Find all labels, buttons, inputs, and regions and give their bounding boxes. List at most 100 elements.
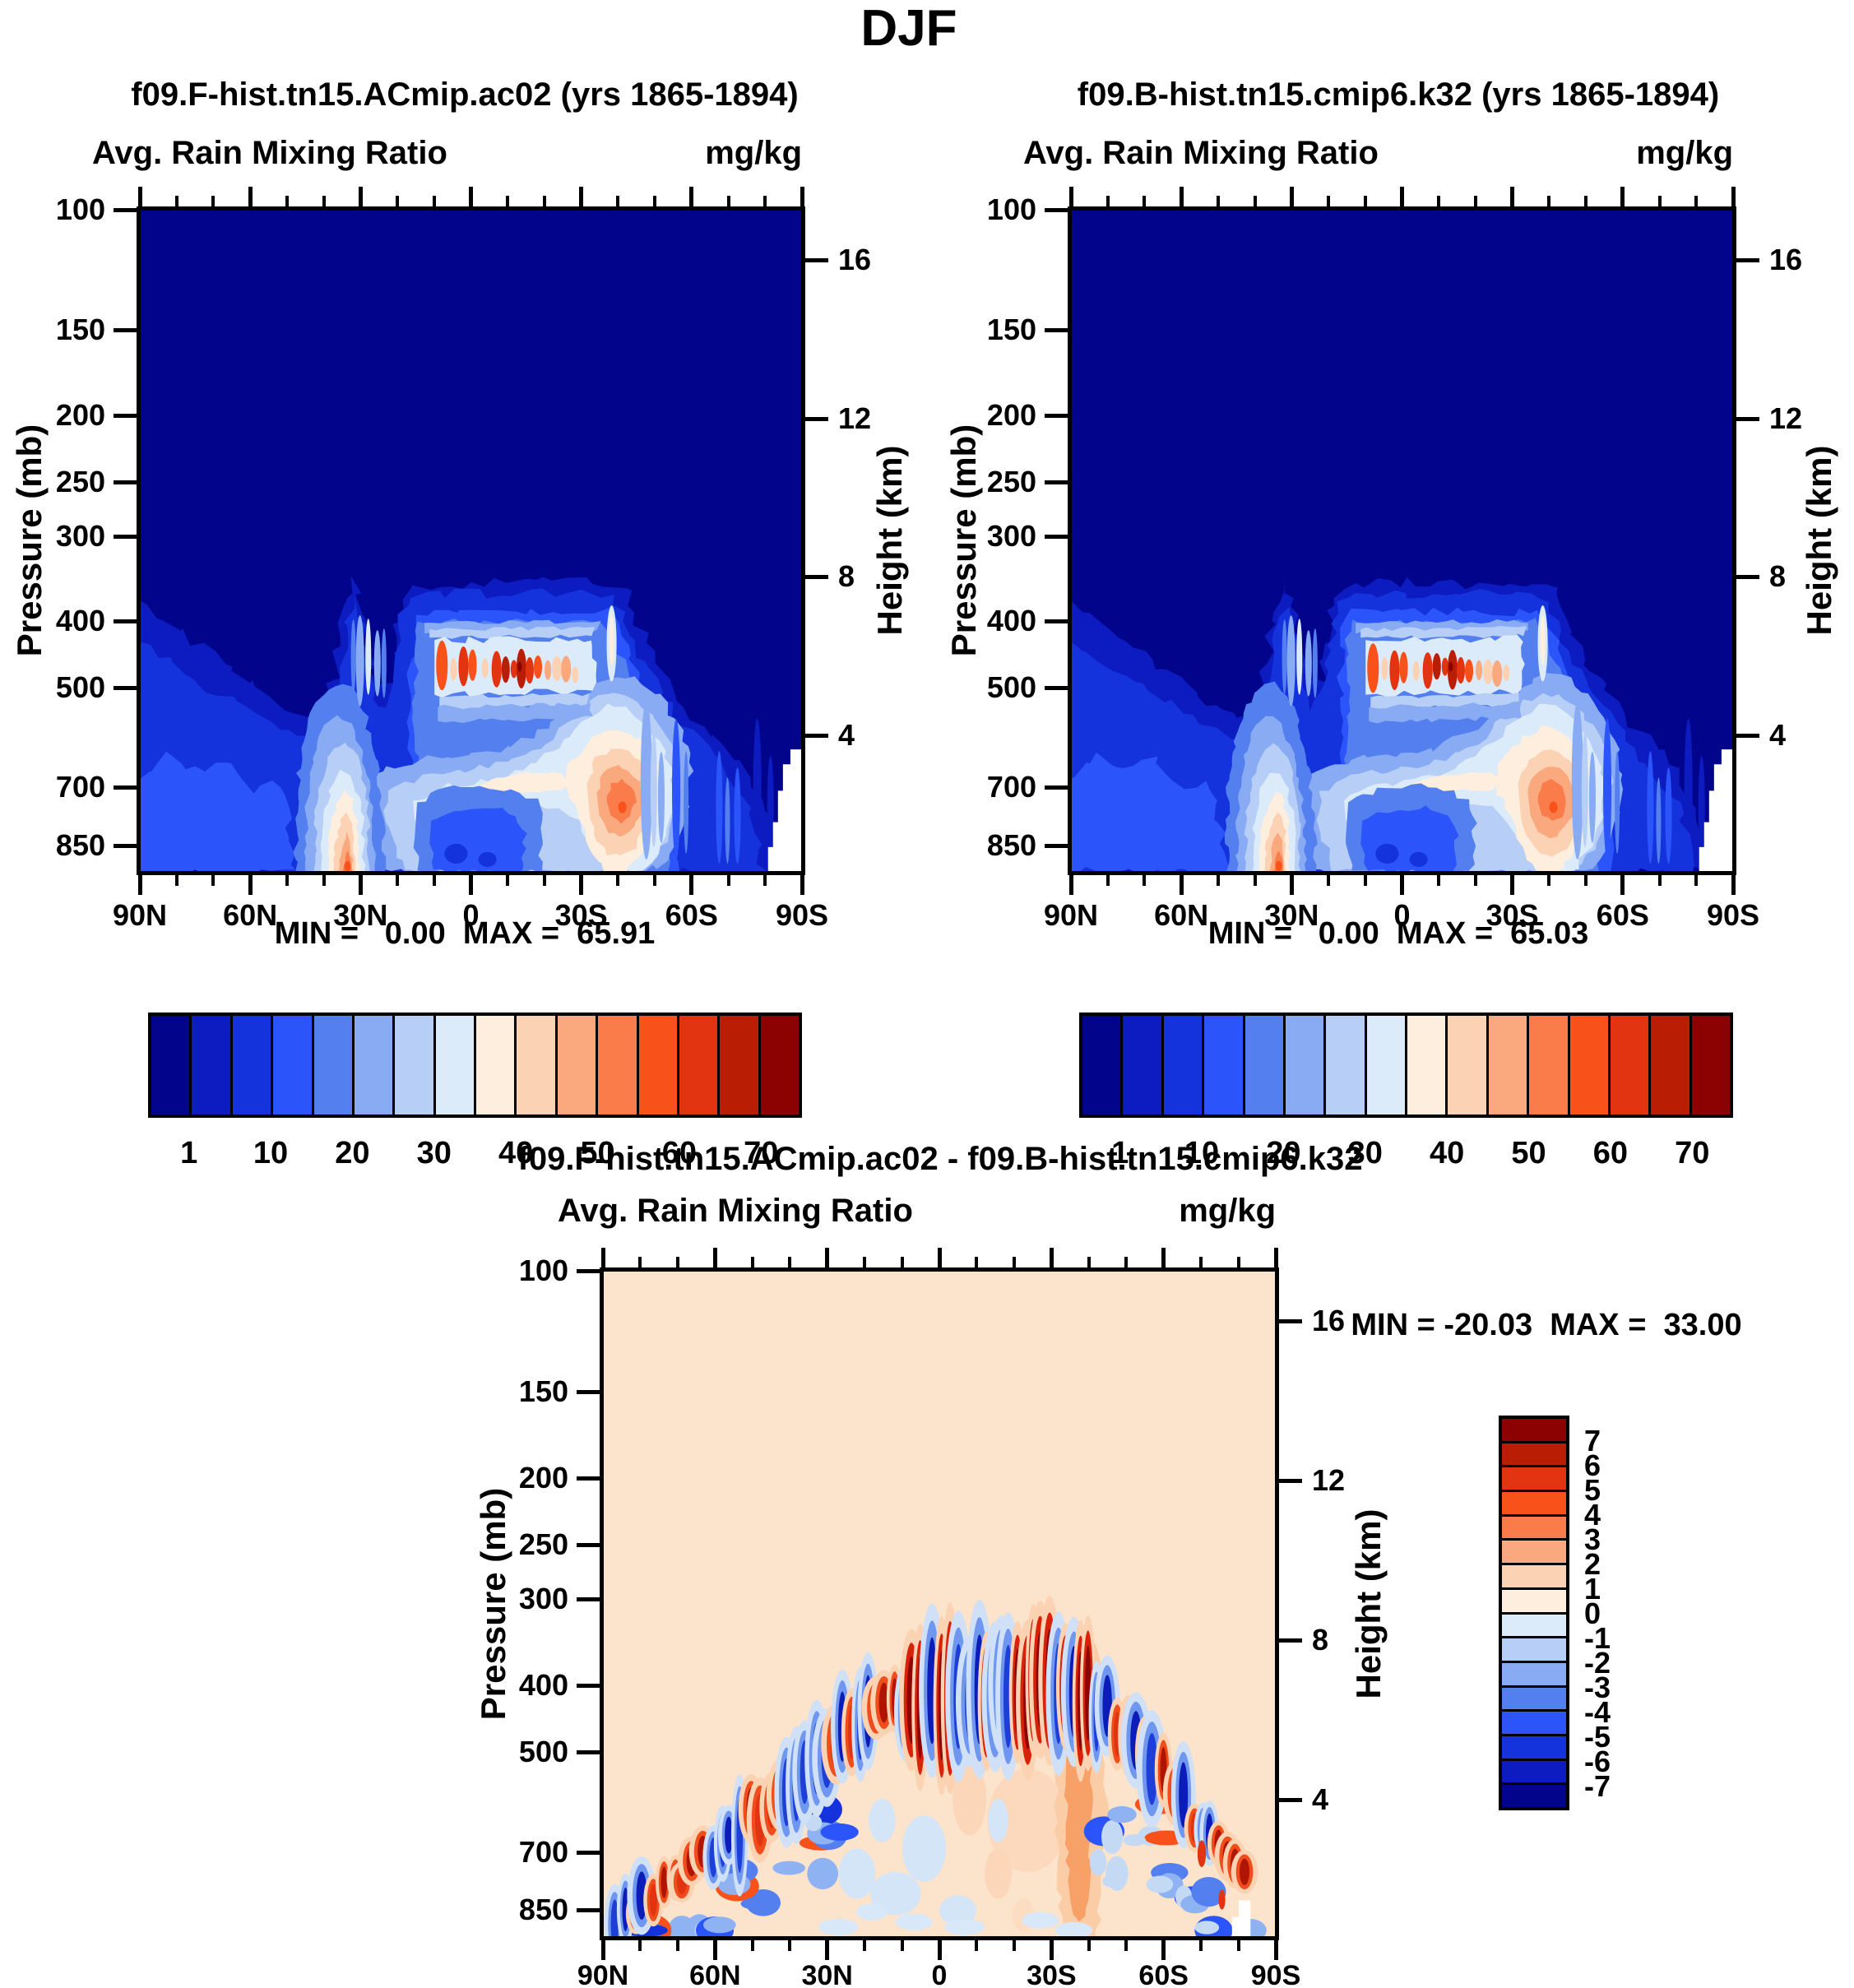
- colorbar-cell: [476, 1016, 517, 1114]
- lat-tick: [800, 187, 804, 206]
- lat-tick: [1012, 1940, 1016, 1951]
- lat-tick: [1584, 875, 1588, 886]
- lat-tick-label: 90S: [1250, 1960, 1301, 1988]
- lat-tick: [863, 1257, 867, 1267]
- lat-tick: [900, 1940, 904, 1951]
- lat-tick-label: 90S: [1706, 898, 1760, 932]
- lat-tick: [763, 875, 767, 886]
- lat-tick: [1473, 196, 1477, 206]
- lat-tick-label: 60S: [1138, 1960, 1189, 1988]
- panel-c-subtitle-row: Avg. Rain Mixing Ratio mg/kg: [558, 1193, 1276, 1230]
- colorbar-label: 60: [1592, 1136, 1629, 1170]
- lat-tick: [248, 187, 253, 206]
- colorbar-cell: [313, 1016, 355, 1114]
- colorbar-cell: [1407, 1016, 1448, 1114]
- colorbar-cell: [192, 1016, 233, 1114]
- height-tick-label: 8: [1312, 1622, 1329, 1657]
- page-title: DJF: [860, 0, 957, 57]
- lat-tick: [600, 1940, 605, 1960]
- lat-tick: [1161, 1248, 1166, 1267]
- colorbar-cell: [1488, 1016, 1530, 1114]
- lat-tick: [788, 1257, 792, 1267]
- diff-colorbar-label: -7: [1584, 1769, 1611, 1803]
- lat-tick: [800, 875, 804, 895]
- lat-tick: [750, 1940, 754, 1951]
- diff-colorbar-cell: [1502, 1687, 1566, 1712]
- lat-tick: [1289, 875, 1294, 895]
- pressure-tick: [114, 208, 137, 212]
- diff-colorbar-label: -2: [1584, 1646, 1611, 1680]
- pressure-tick-label: 200: [55, 398, 105, 433]
- colorbar-label: 50: [1511, 1136, 1546, 1170]
- pressure-tick: [114, 534, 137, 539]
- lat-tick: [1694, 196, 1699, 206]
- pressure-tick: [114, 480, 137, 484]
- lat-tick-label: 0: [462, 898, 480, 932]
- panel-c-units: mg/kg: [1179, 1193, 1276, 1229]
- panel-a-colorbar: [148, 1013, 802, 1118]
- lat-tick-label: 0: [931, 1960, 948, 1988]
- lat-tick-label: 30S: [1027, 1960, 1077, 1988]
- lat-tick: [174, 196, 178, 206]
- lat-tick: [322, 875, 326, 886]
- colorbar-cell: [395, 1016, 436, 1114]
- panel-b-subtitle-row: Avg. Rain Mixing Ratio mg/kg: [1023, 135, 1733, 172]
- lat-tick-label: 30S: [1486, 898, 1539, 932]
- panel-b-minmax: MIN = 0.00 MAX = 65.03: [1207, 916, 1589, 951]
- pressure-tick-label: 100: [986, 192, 1036, 226]
- lat-tick: [1400, 187, 1404, 206]
- pressure-tick: [114, 843, 137, 848]
- height-tick: [1279, 1797, 1302, 1802]
- lat-tick: [1273, 1248, 1278, 1267]
- pressure-tick: [1045, 619, 1068, 624]
- height-tick-label: 16: [1769, 243, 1803, 277]
- lat-tick: [1236, 1257, 1240, 1267]
- colorbar-cell: [273, 1016, 314, 1114]
- lat-tick: [750, 1257, 754, 1267]
- lat-tick-label: 60S: [665, 898, 718, 932]
- lat-tick: [1473, 875, 1477, 886]
- panel-c-subtitle: Avg. Rain Mixing Ratio: [558, 1193, 913, 1229]
- colorbar-cell: [679, 1016, 721, 1114]
- height-tick-label: 4: [838, 717, 855, 752]
- lat-tick-label: 30S: [554, 898, 608, 932]
- lat-tick: [211, 875, 216, 886]
- pressure-tick: [1045, 843, 1068, 848]
- lat-tick: [137, 875, 142, 895]
- diff-colorbar-label: -5: [1584, 1720, 1611, 1754]
- lat-tick: [322, 196, 326, 206]
- panel-a-subtitle-row: Avg. Rain Mixing Ratio mg/kg: [92, 135, 802, 172]
- colorbar-cell: [1366, 1016, 1407, 1114]
- colorbar-label: 50: [580, 1136, 615, 1170]
- lat-tick: [616, 196, 620, 206]
- height-tick: [1736, 416, 1759, 421]
- lat-tick: [600, 1248, 605, 1267]
- lat-tick: [469, 187, 473, 206]
- lat-tick: [1143, 196, 1147, 206]
- colorbar-cell: [1651, 1016, 1692, 1114]
- diff-colorbar-label: 5: [1584, 1473, 1601, 1507]
- lat-tick: [1124, 1940, 1129, 1951]
- diff-colorbar-cell: [1502, 1467, 1566, 1493]
- panel-b-colorbar: [1079, 1013, 1733, 1118]
- colorbar-cell: [151, 1016, 192, 1114]
- lat-tick: [1547, 875, 1551, 886]
- lat-tick: [1510, 875, 1515, 895]
- lat-tick: [1437, 196, 1441, 206]
- colorbar-cell: [760, 1016, 799, 1114]
- colorbar-label: 20: [1266, 1136, 1301, 1170]
- diff-colorbar-cell: [1502, 1785, 1566, 1807]
- lat-tick-label: 90N: [1043, 898, 1099, 932]
- lat-tick: [638, 1257, 642, 1267]
- diff-colorbar-cell: [1502, 1443, 1566, 1468]
- lat-tick: [1657, 196, 1662, 206]
- height-tick: [1279, 1319, 1302, 1324]
- pressure-tick-label: 150: [986, 313, 1036, 347]
- diff-colorbar-cell: [1502, 1712, 1566, 1736]
- lat-tick: [1620, 187, 1625, 206]
- height-tick-label: 16: [1312, 1304, 1346, 1338]
- lat-tick: [358, 875, 363, 895]
- panel-a-units: mg/kg: [705, 135, 802, 171]
- panel-c-height-axis-label: Height (km): [1348, 1508, 1388, 1699]
- lat-tick: [763, 196, 767, 206]
